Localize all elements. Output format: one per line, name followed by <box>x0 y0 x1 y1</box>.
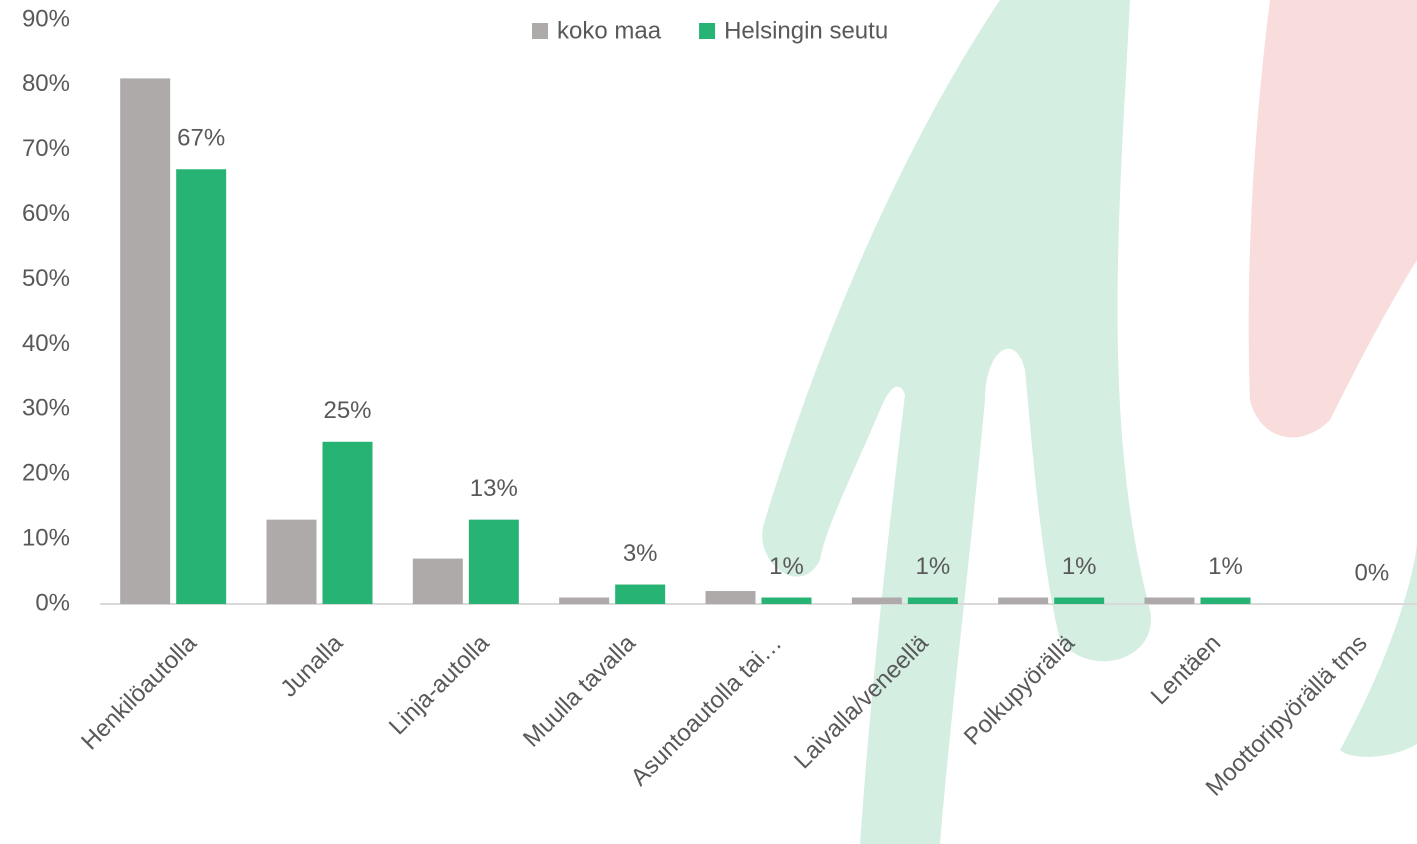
legend-swatch <box>532 23 548 39</box>
bar <box>615 585 665 604</box>
bar <box>762 598 812 604</box>
y-tick-label: 20% <box>22 460 70 487</box>
x-tick-label: Henkilöautolla <box>76 629 202 755</box>
value-label: 1% <box>1208 553 1243 580</box>
y-tick-label: 0% <box>35 589 70 616</box>
y-tick-label: 90% <box>22 5 70 32</box>
x-tick-label: Polkupyörällä <box>959 629 1080 750</box>
value-label: 13% <box>470 475 518 502</box>
legend-label: Helsingin seutu <box>724 17 888 44</box>
bar <box>469 520 519 604</box>
value-label: 3% <box>623 540 658 567</box>
y-tick-label: 30% <box>22 395 70 422</box>
bar <box>176 169 226 604</box>
bar <box>323 442 373 604</box>
bar <box>267 520 317 604</box>
y-tick-label: 60% <box>22 200 70 227</box>
bar <box>559 598 609 604</box>
x-tick-label: Lentäen <box>1146 630 1226 710</box>
bar <box>1054 598 1104 604</box>
bar <box>852 598 902 604</box>
value-label: 67% <box>177 125 225 152</box>
value-label: 1% <box>1062 553 1097 580</box>
y-tick-label: 80% <box>22 70 70 97</box>
y-tick-label: 40% <box>22 330 70 357</box>
bar <box>1201 598 1251 604</box>
bar <box>120 78 170 604</box>
value-label: 1% <box>769 553 804 580</box>
bar <box>998 598 1048 604</box>
value-label: 0% <box>1354 559 1389 586</box>
value-label: 1% <box>915 553 950 580</box>
chart: 0% 10% 20% 30% 40% 50% 60% 70% 80% 90% koko maa Hel… <box>0 0 1417 844</box>
x-tick-label: Asuntoautolla tai… <box>626 630 788 792</box>
legend-swatch <box>699 23 715 39</box>
y-tick-label: 50% <box>22 265 70 292</box>
y-tick-label: 70% <box>22 135 70 162</box>
x-tick-label: Junalla <box>275 629 348 702</box>
legend-label: koko maa <box>557 17 662 44</box>
x-tick-label: Muulla tavalla <box>518 629 641 752</box>
value-label: 25% <box>323 397 371 424</box>
y-tick-label: 10% <box>22 524 70 551</box>
x-tick-label: Moottoripyörällä tms <box>1201 630 1373 802</box>
bar <box>413 559 463 604</box>
x-tick-label: Linja-autolla <box>384 629 495 740</box>
bar <box>1145 598 1195 604</box>
bar <box>908 598 958 604</box>
bar <box>706 591 756 604</box>
